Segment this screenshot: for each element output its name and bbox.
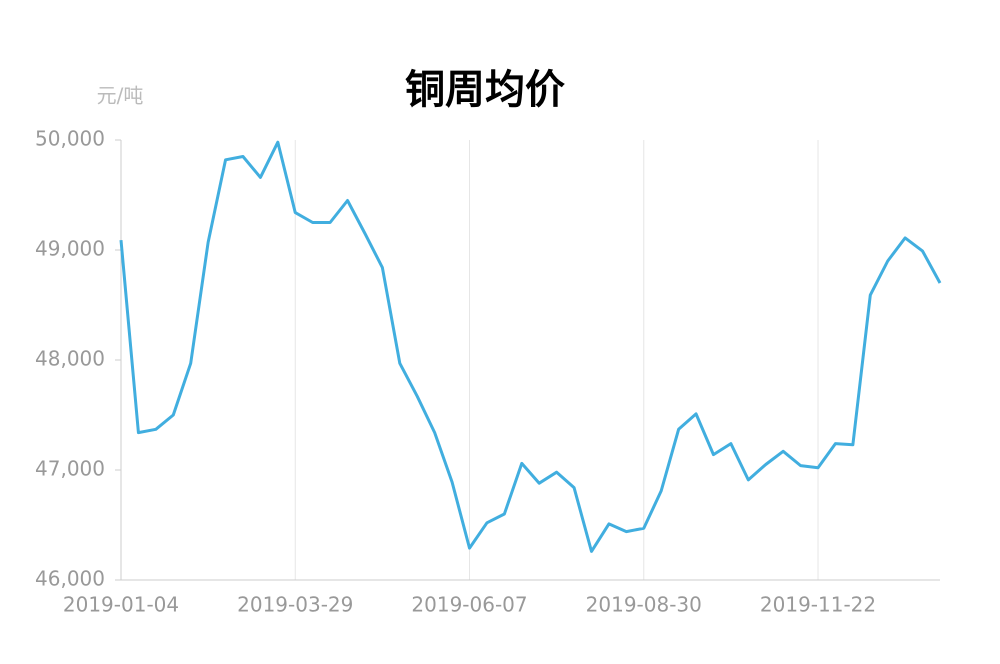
y-tick-label: 47,000 (35, 457, 105, 481)
line-series (119, 140, 942, 553)
y-tick-label: 46,000 (35, 567, 105, 591)
y-tick-label: 50,000 (35, 127, 105, 151)
x-tick-label: 2019-01-04 (63, 593, 179, 617)
x-tick-label: 2019-11-22 (760, 593, 876, 617)
x-tick-label: 2019-06-07 (411, 593, 527, 617)
y-axis-label: 元/吨 (97, 84, 144, 108)
x-tick-label: 2019-08-30 (586, 593, 702, 617)
chart-title: 铜周均价 (405, 67, 565, 113)
y-tick-label: 49,000 (35, 237, 105, 261)
x-tick-label: 2019-03-29 (237, 593, 353, 617)
y-tick-label: 48,000 (35, 347, 105, 371)
